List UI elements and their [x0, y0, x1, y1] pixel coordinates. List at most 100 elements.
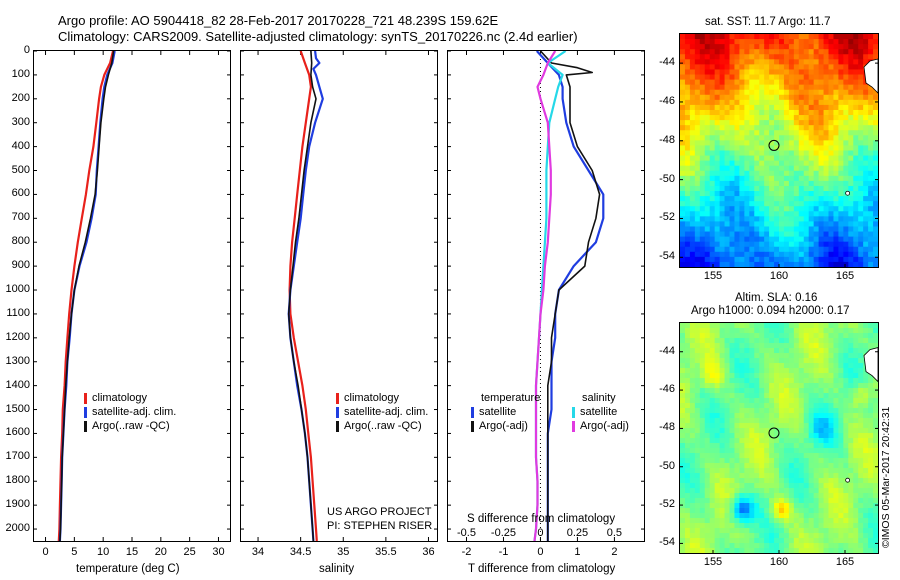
map-cell — [744, 378, 750, 384]
map-cell — [848, 503, 854, 509]
map-cell — [843, 388, 849, 394]
map-cell — [818, 338, 825, 344]
legend-swatch-climatology — [84, 392, 87, 404]
map-cell — [734, 538, 740, 544]
map-cell — [680, 348, 686, 354]
sst-map-title: sat. SST: 11.7 Argo: 11.7 — [705, 16, 831, 28]
map-cell — [813, 373, 820, 379]
map-cell — [803, 353, 810, 359]
map-cell — [709, 383, 716, 389]
difference-s-tick-label: 0 — [537, 527, 544, 539]
map-cell — [848, 403, 854, 409]
map-cell — [689, 74, 696, 81]
map-cell — [714, 478, 721, 484]
map-cell — [764, 135, 770, 141]
map-cell — [868, 418, 874, 424]
map-cell — [863, 125, 869, 131]
map-cell — [818, 241, 825, 248]
map-cell — [739, 498, 745, 504]
map-cell — [783, 543, 790, 549]
map-cell — [759, 39, 765, 45]
map-cell — [724, 493, 731, 499]
map-cell — [838, 498, 844, 504]
map-cell — [853, 353, 859, 359]
map-cell — [729, 226, 736, 233]
map-cell — [714, 59, 721, 65]
map-cell — [699, 155, 706, 162]
map-cell — [779, 191, 785, 197]
map-cell — [734, 478, 740, 484]
map-cell — [828, 518, 835, 524]
map-cell — [719, 150, 726, 157]
map-cell — [734, 241, 740, 248]
map-cell — [813, 348, 820, 354]
map-cell — [694, 135, 701, 141]
map-cell — [873, 483, 878, 489]
map-cell — [699, 89, 706, 96]
map-cell — [873, 160, 878, 167]
map-cell — [684, 54, 691, 60]
map-cell — [774, 548, 780, 553]
map-cell — [764, 418, 770, 424]
map-cell — [863, 135, 869, 141]
map-cell — [754, 543, 760, 549]
map-cell — [680, 513, 686, 519]
map-cell — [684, 125, 691, 131]
map-cell — [734, 175, 740, 182]
map-cell — [734, 508, 740, 514]
map-cell — [759, 438, 765, 444]
map-cell — [818, 468, 825, 474]
map-cell — [764, 34, 770, 40]
map-cell — [704, 211, 711, 217]
map-cell — [813, 170, 820, 177]
map-cell — [873, 256, 878, 263]
map-cell — [754, 518, 760, 524]
map-cell — [764, 423, 770, 429]
map-cell — [699, 398, 706, 404]
map-cell — [764, 328, 770, 334]
map-cell — [843, 513, 849, 519]
map-cell — [684, 418, 691, 424]
map-cell — [833, 125, 839, 131]
map-cell — [744, 518, 750, 524]
map-cell — [694, 79, 701, 86]
map-cell — [684, 508, 691, 514]
map-cell — [739, 34, 745, 40]
map-cell — [783, 478, 790, 484]
map-cell — [848, 221, 854, 228]
map-cell — [779, 104, 785, 111]
map-cell — [759, 49, 765, 55]
map-cell — [764, 49, 770, 55]
map-cell — [724, 453, 731, 459]
map-cell — [729, 191, 736, 197]
map-cell — [833, 201, 839, 207]
map-cell — [680, 216, 686, 223]
map-cell — [694, 503, 701, 509]
map-cell — [759, 538, 765, 544]
map-cell — [868, 483, 874, 489]
map-cell — [684, 543, 691, 549]
map-cell — [818, 170, 825, 177]
map-cell — [680, 79, 686, 86]
map-cell — [684, 463, 691, 469]
map-cell — [754, 74, 760, 81]
map-cell — [744, 368, 750, 374]
map-cell — [783, 261, 790, 267]
map-cell — [808, 338, 815, 344]
map-cell — [754, 130, 760, 136]
map-cell — [858, 453, 864, 459]
map-cell — [739, 368, 745, 374]
map-cell — [754, 418, 760, 424]
map-cell — [694, 338, 701, 344]
map-cell — [734, 428, 740, 434]
map-cell — [684, 211, 691, 217]
map-cell — [858, 488, 864, 494]
map-cell — [744, 363, 750, 369]
map-cell — [788, 458, 795, 464]
map-cell — [769, 448, 775, 454]
map-cell — [793, 109, 800, 116]
map-cell — [739, 548, 745, 553]
map-cell — [783, 433, 790, 439]
map-cell — [858, 498, 864, 504]
map-cell — [813, 518, 820, 524]
